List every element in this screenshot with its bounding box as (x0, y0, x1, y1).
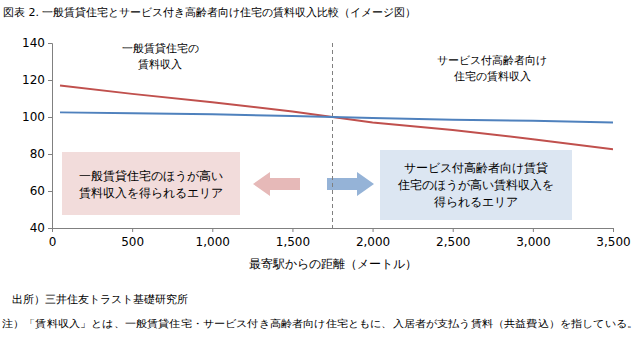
annotation-line: 賃料収入 (138, 58, 182, 71)
tick: 3,500 (596, 228, 630, 249)
tick-label: 100 (22, 110, 45, 124)
annotation-line: 得られるエリア (434, 195, 518, 209)
tick-mark (48, 154, 52, 155)
y-axis: 40 60 80 100 120 140 (22, 36, 52, 235)
tick: 60 (30, 184, 52, 198)
tick: 140 (22, 36, 52, 50)
tick-mark (212, 228, 213, 232)
annotation: 一般賃貸住宅のほうが高い賃料収入を得られるエリア (79, 169, 223, 200)
line (60, 112, 613, 122)
note: 注）「賃料収入」とは、一般賃貸住宅・サービス付き高齢者向け住宅ともに、入居者が支… (2, 318, 638, 329)
tick-mark (613, 228, 614, 232)
annotation: サービス付高齢者向け賃貸住宅のほうが高い賃料収入を得られるエリア (397, 161, 554, 209)
tick-mark (48, 228, 52, 229)
tick: 1,000 (196, 228, 230, 249)
tick-mark (48, 43, 52, 44)
tick-label: 140 (22, 36, 45, 50)
tick-label: 40 (30, 221, 45, 235)
tick-label: 120 (22, 73, 45, 87)
tick-mark (52, 228, 53, 232)
annotation-line: 一般賃貸住宅のほうが高い (79, 169, 223, 183)
tick: 2,000 (356, 228, 390, 249)
axis-title: 最寄駅からの距離（メートル） (249, 257, 417, 271)
reference-line (332, 43, 333, 228)
tick: 40 (30, 221, 52, 235)
tick-mark (48, 191, 52, 192)
title: 図表 2. 一般賃貸住宅とサービス付き高齢者向け住宅の賃料収入比較（イメージ図） (3, 6, 417, 19)
annotation-line: 住宅のほうが高い賃料収入を (397, 178, 554, 192)
annotation-line: 住宅の賃料収入 (454, 70, 531, 83)
annotation-line: 賃料収入を得られるエリア (79, 186, 223, 200)
annotation-line: サービス付高齢者向け賃貸 (404, 161, 548, 175)
tick: 1,500 (276, 228, 310, 249)
tick-mark (292, 228, 293, 232)
tick-mark (48, 80, 52, 81)
axis-line (53, 229, 614, 233)
tick-label: 2,000 (356, 235, 390, 249)
tick: 2,500 (436, 228, 470, 249)
arrow (327, 172, 374, 196)
tick: 3,000 (516, 228, 550, 249)
chart: 図表 2. 一般賃貸住宅とサービス付き高齢者向け住宅の賃料収入比較（イメージ図）… (0, 0, 641, 344)
tick: 500 (121, 228, 144, 249)
tick-label: 3,500 (596, 235, 630, 249)
axis-line (48, 44, 53, 229)
tick: 120 (22, 73, 52, 87)
area-box (380, 150, 572, 220)
annotation: サービス付高齢者向け住宅の賃料収入 (437, 54, 547, 83)
plot-area (60, 43, 613, 228)
tick-mark (48, 117, 52, 118)
tick: 0 (49, 228, 57, 249)
tick-label: 0 (49, 235, 57, 249)
tick-label: 3,000 (516, 235, 550, 249)
tick-mark (373, 228, 374, 232)
annotation: 一般賃貸住宅の賃料収入 (122, 42, 199, 71)
tick-mark (533, 228, 534, 232)
tick-label: 500 (121, 235, 144, 249)
annotation-line: サービス付高齢者向け (437, 54, 547, 67)
line (60, 86, 613, 150)
tick-mark (132, 228, 133, 232)
area-box (62, 152, 240, 215)
tick-label: 2,500 (436, 235, 470, 249)
tick-label: 1,000 (196, 235, 230, 249)
tick-label: 1,500 (276, 235, 310, 249)
source: 出所）三井住友トラスト基礎研究所 (12, 293, 188, 306)
tick-mark (453, 228, 454, 232)
annotation-line: 一般賃貸住宅の (122, 42, 199, 55)
tick-label: 60 (30, 184, 45, 198)
arrow (253, 172, 300, 196)
tick: 80 (30, 147, 52, 161)
x-axis: 0 500 1,000 1,500 2,000 2,500 3,000 3,500 (49, 228, 631, 249)
tick-label: 80 (30, 147, 45, 161)
tick: 100 (22, 110, 52, 124)
